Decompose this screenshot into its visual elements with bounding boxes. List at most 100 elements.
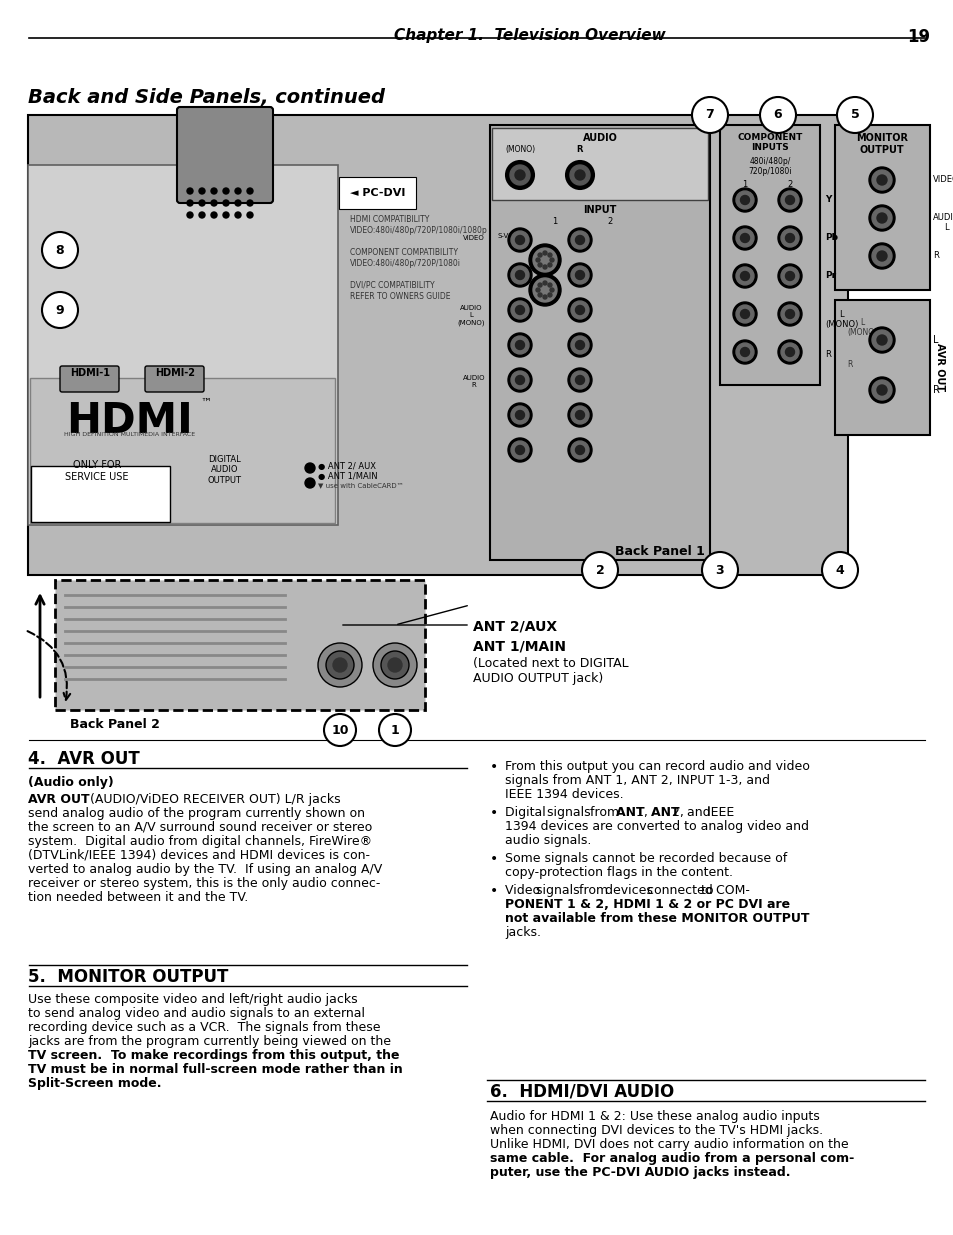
Circle shape <box>187 188 193 194</box>
Text: R: R <box>932 385 939 395</box>
Circle shape <box>868 377 894 403</box>
Text: 2: 2 <box>607 217 612 226</box>
Circle shape <box>575 341 584 350</box>
Text: 1: 1 <box>552 217 558 226</box>
Circle shape <box>575 270 584 279</box>
Circle shape <box>575 375 584 384</box>
Circle shape <box>567 228 592 252</box>
Circle shape <box>234 212 241 219</box>
Circle shape <box>575 170 584 180</box>
Text: copy-protection flags in the content.: copy-protection flags in the content. <box>504 866 732 879</box>
Circle shape <box>876 251 886 261</box>
Text: VIDEO:480i/480p/720P/1080i/1080p: VIDEO:480i/480p/720P/1080i/1080p <box>350 226 487 235</box>
Circle shape <box>868 243 894 269</box>
Circle shape <box>547 263 552 267</box>
Text: (MONO): (MONO) <box>504 144 535 154</box>
Text: 19: 19 <box>906 28 929 46</box>
Circle shape <box>533 248 557 272</box>
Circle shape <box>42 291 78 329</box>
Text: Split-Screen mode.: Split-Screen mode. <box>28 1077 161 1091</box>
Text: COM-: COM- <box>716 884 753 897</box>
FancyBboxPatch shape <box>145 366 204 391</box>
Circle shape <box>778 340 801 364</box>
Circle shape <box>876 335 886 345</box>
Circle shape <box>567 333 592 357</box>
Circle shape <box>305 478 314 488</box>
Text: send analog audio of the program currently shown on: send analog audio of the program current… <box>28 806 365 820</box>
Text: Back Panel 1: Back Panel 1 <box>615 545 704 558</box>
Text: R: R <box>824 350 830 359</box>
Circle shape <box>571 266 588 284</box>
Text: audio signals.: audio signals. <box>504 834 591 847</box>
Circle shape <box>550 288 554 291</box>
Text: 10: 10 <box>331 724 349 736</box>
Text: 1: 1 <box>390 724 399 736</box>
Circle shape <box>537 253 541 257</box>
Text: AUDIO
R: AUDIO R <box>462 375 484 388</box>
Circle shape <box>778 264 801 288</box>
Circle shape <box>732 226 757 249</box>
Circle shape <box>211 200 216 206</box>
FancyBboxPatch shape <box>490 125 709 559</box>
Text: to: to <box>700 884 717 897</box>
Text: R: R <box>846 359 851 369</box>
Text: MONITOR
OUTPUT: MONITOR OUTPUT <box>855 133 907 154</box>
Circle shape <box>575 446 584 454</box>
Circle shape <box>567 263 592 287</box>
Circle shape <box>223 200 229 206</box>
Circle shape <box>537 293 541 296</box>
Text: Back and Side Panels, continued: Back and Side Panels, continued <box>28 88 385 107</box>
Text: signals: signals <box>547 806 595 819</box>
Text: 480i/480p/
720p/1080i: 480i/480p/ 720p/1080i <box>747 157 791 177</box>
Circle shape <box>380 651 409 679</box>
Text: VIDEO:480i/480p/720P/1080i: VIDEO:480i/480p/720P/1080i <box>350 259 460 268</box>
Text: 5: 5 <box>850 109 859 121</box>
Circle shape <box>732 264 757 288</box>
Circle shape <box>871 170 891 190</box>
Circle shape <box>569 165 589 185</box>
Text: Digital: Digital <box>504 806 549 819</box>
Circle shape <box>211 188 216 194</box>
Text: same cable.  For analog audio from a personal com-: same cable. For analog audio from a pers… <box>490 1152 853 1165</box>
Circle shape <box>575 410 584 420</box>
Text: puter, use the PC-DVI AUDIO jacks instead.: puter, use the PC-DVI AUDIO jacks instea… <box>490 1166 790 1179</box>
Circle shape <box>507 333 532 357</box>
Circle shape <box>571 301 588 319</box>
Circle shape <box>247 200 253 206</box>
Text: ANT: ANT <box>651 806 684 819</box>
Circle shape <box>575 305 584 315</box>
Text: 2: 2 <box>595 563 604 577</box>
Circle shape <box>740 347 749 357</box>
Text: Back Panel 2: Back Panel 2 <box>70 718 160 731</box>
Text: from: from <box>578 884 612 897</box>
FancyBboxPatch shape <box>30 378 335 522</box>
Circle shape <box>515 375 524 384</box>
Circle shape <box>550 258 554 262</box>
Text: HDMI: HDMI <box>67 400 193 442</box>
Text: AUDIO
L
(MONO): AUDIO L (MONO) <box>457 305 484 326</box>
FancyBboxPatch shape <box>834 300 929 435</box>
Circle shape <box>515 446 524 454</box>
Text: COMPONENT COMPATIBILITY: COMPONENT COMPATIBILITY <box>350 248 457 257</box>
Text: Y: Y <box>824 195 830 204</box>
Text: 3: 3 <box>715 563 723 577</box>
Circle shape <box>876 175 886 185</box>
Text: HIGH DEFINITION MULTIMEDIA INTERFACE: HIGH DEFINITION MULTIMEDIA INTERFACE <box>65 432 195 437</box>
Text: VIDEO: VIDEO <box>463 235 484 241</box>
Circle shape <box>333 658 347 672</box>
Text: R: R <box>577 144 582 154</box>
Text: R: R <box>932 251 938 261</box>
Text: ANT 1/MAIN: ANT 1/MAIN <box>473 640 565 655</box>
FancyBboxPatch shape <box>177 107 273 203</box>
Text: when connecting DVI devices to the TV's HDMI jacks.: when connecting DVI devices to the TV's … <box>490 1124 822 1137</box>
Circle shape <box>511 406 529 424</box>
Circle shape <box>581 552 618 588</box>
Circle shape <box>511 441 529 459</box>
Text: 4: 4 <box>835 563 843 577</box>
Circle shape <box>507 228 532 252</box>
Text: receiver or stereo system, this is the only audio connec-: receiver or stereo system, this is the o… <box>28 877 380 890</box>
Circle shape <box>567 298 592 322</box>
Circle shape <box>247 212 253 219</box>
Circle shape <box>571 370 588 389</box>
Circle shape <box>42 232 78 268</box>
